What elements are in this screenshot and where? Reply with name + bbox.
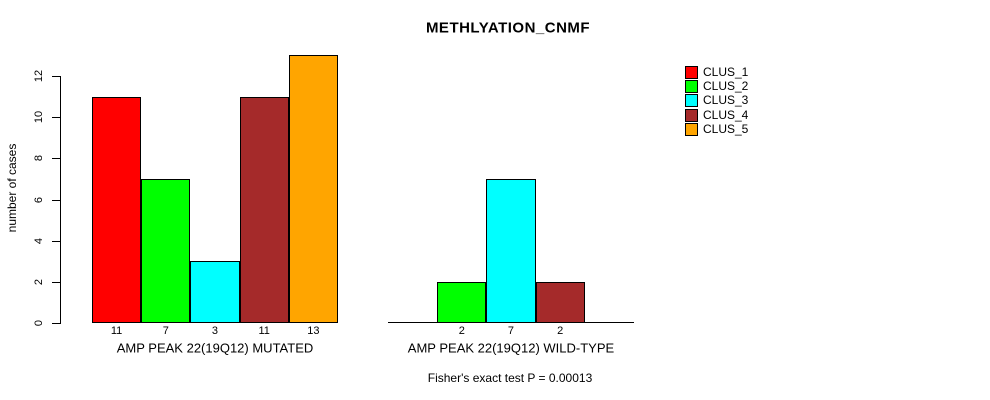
group-label: AMP PEAK 22(19Q12) WILD-TYPE [407, 340, 615, 356]
y-tick-mark [52, 158, 60, 160]
y-tick-label: 6 [33, 196, 45, 203]
legend-swatch-clus_3 [685, 94, 698, 108]
zero-bar-clus_5 [584, 322, 634, 323]
chart-title: METHLYATION_CNMF [425, 19, 591, 37]
bar-clus_2 [141, 178, 191, 323]
bar-value-label: 3 [211, 325, 219, 337]
bar-clus_5 [288, 55, 338, 323]
legend-label: CLUS_4 [703, 107, 749, 122]
legend-item-clus_3: CLUS_3 [685, 94, 748, 108]
legend-item-clus_1: CLUS_1 [685, 65, 748, 79]
y-tick-mark [52, 117, 60, 119]
y-tick-label: 0 [33, 319, 45, 327]
y-axis-line [60, 76, 61, 324]
legend-label: CLUS_5 [703, 122, 749, 137]
fisher-test-annotation: Fisher's exact test P = 0.00013 [427, 371, 593, 385]
legend-item-clus_4: CLUS_4 [685, 108, 748, 122]
y-tick-label: 10 [33, 111, 45, 124]
bar-value-label: 11 [110, 325, 123, 337]
legend-swatch-clus_1 [685, 65, 698, 79]
bar-clus_1 [92, 96, 142, 323]
legend-swatch-clus_4 [685, 108, 698, 122]
bar-clus_3 [486, 178, 536, 323]
y-tick-label: 4 [33, 237, 45, 244]
y-axis-label: number of cases [5, 143, 19, 233]
y-tick-label: 2 [33, 278, 45, 285]
y-tick-mark [52, 199, 60, 201]
legend-swatch-clus_2 [685, 80, 698, 94]
legend-item-clus_5: CLUS_5 [685, 123, 748, 137]
bar-value-label: 7 [162, 325, 169, 337]
bar-clus_2 [437, 281, 487, 323]
bar-clus_3 [190, 261, 240, 323]
bar-value-label: 11 [258, 325, 270, 337]
y-tick-mark [52, 281, 60, 283]
zero-bar-clus_1 [388, 322, 438, 323]
legend: CLUS_1 CLUS_2 CLUS_3 CLUS_4 CLUS_5 [685, 65, 748, 137]
bar-clus_4 [239, 96, 289, 323]
y-tick-label: 8 [33, 155, 45, 162]
group-label: AMP PEAK 22(19Q12) MUTATED [116, 340, 314, 356]
bar-value-label: 2 [557, 325, 564, 337]
legend-swatch-clus_5 [685, 123, 698, 137]
legend-label: CLUS_2 [703, 79, 749, 94]
legend-label: CLUS_1 [703, 64, 749, 79]
legend-label: CLUS_3 [703, 93, 749, 108]
y-tick-mark [52, 240, 60, 242]
y-tick-mark [52, 76, 60, 77]
legend-item-clus_2: CLUS_2 [685, 79, 749, 94]
y-tick-label: 12 [33, 69, 45, 83]
bar-value-label: 2 [458, 325, 465, 337]
bar-value-label: 13 [307, 325, 320, 337]
bar-clus_4 [535, 281, 585, 323]
bar-value-label: 7 [507, 325, 515, 337]
y-tick-mark [52, 323, 60, 324]
